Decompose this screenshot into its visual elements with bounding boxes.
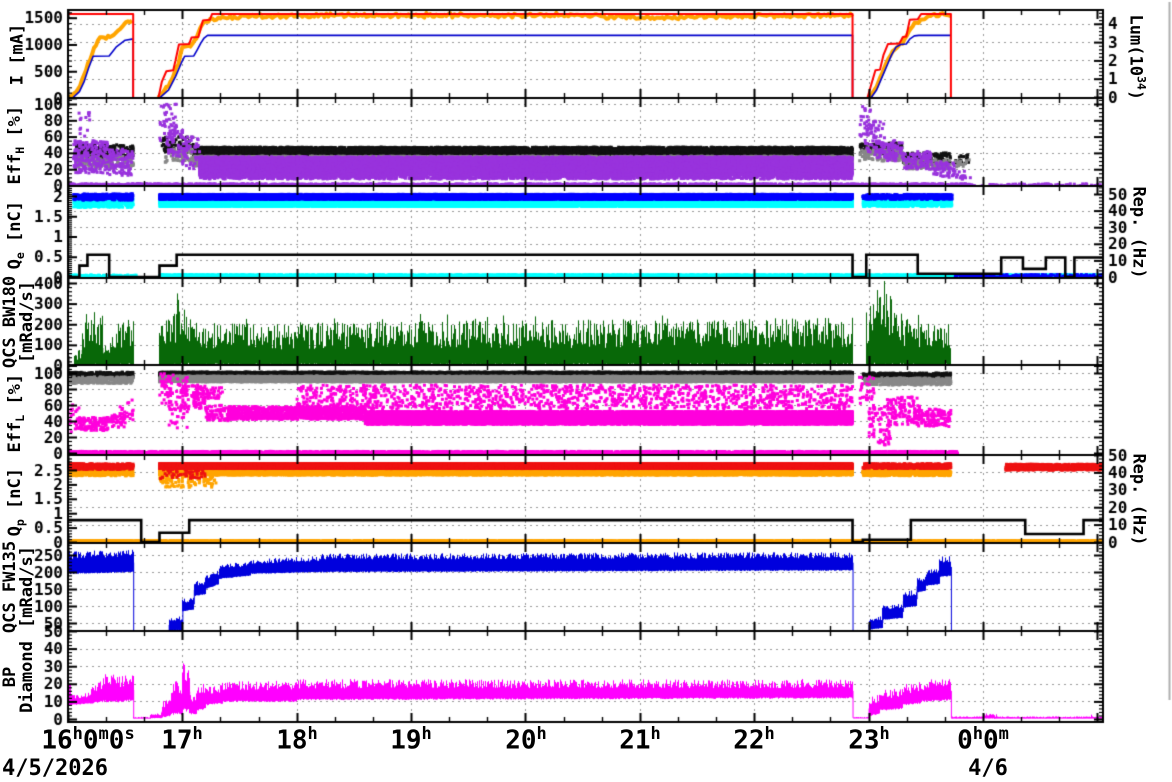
x-tick-label-18h: 18h — [276, 724, 318, 756]
x-tick-label-23h: 23h — [848, 724, 890, 756]
x-tick-label-22h: 22h — [733, 724, 775, 756]
right-axis-title-charge-positron: Rep. (Hz) — [1128, 452, 1149, 546]
x-tick-label-19h: 19h — [390, 724, 432, 756]
date-label-start: 4/5/2026 — [2, 756, 108, 781]
x-tick-label-24h: 0h0m — [957, 724, 1009, 756]
x-tick-label-20h: 20h — [505, 724, 547, 756]
x-tick-label-17h: 17h — [161, 724, 203, 756]
right-axis-title-charge-electron: Rep. (Hz) — [1128, 185, 1149, 279]
x-tick-label-16h: 16h0m0s — [41, 724, 135, 756]
y-axis-title-bp-diamond: BP Diamond — [0, 640, 37, 713]
x-tick-label-21h: 21h — [619, 724, 661, 756]
date-label-end: 4/6 — [968, 756, 1008, 781]
